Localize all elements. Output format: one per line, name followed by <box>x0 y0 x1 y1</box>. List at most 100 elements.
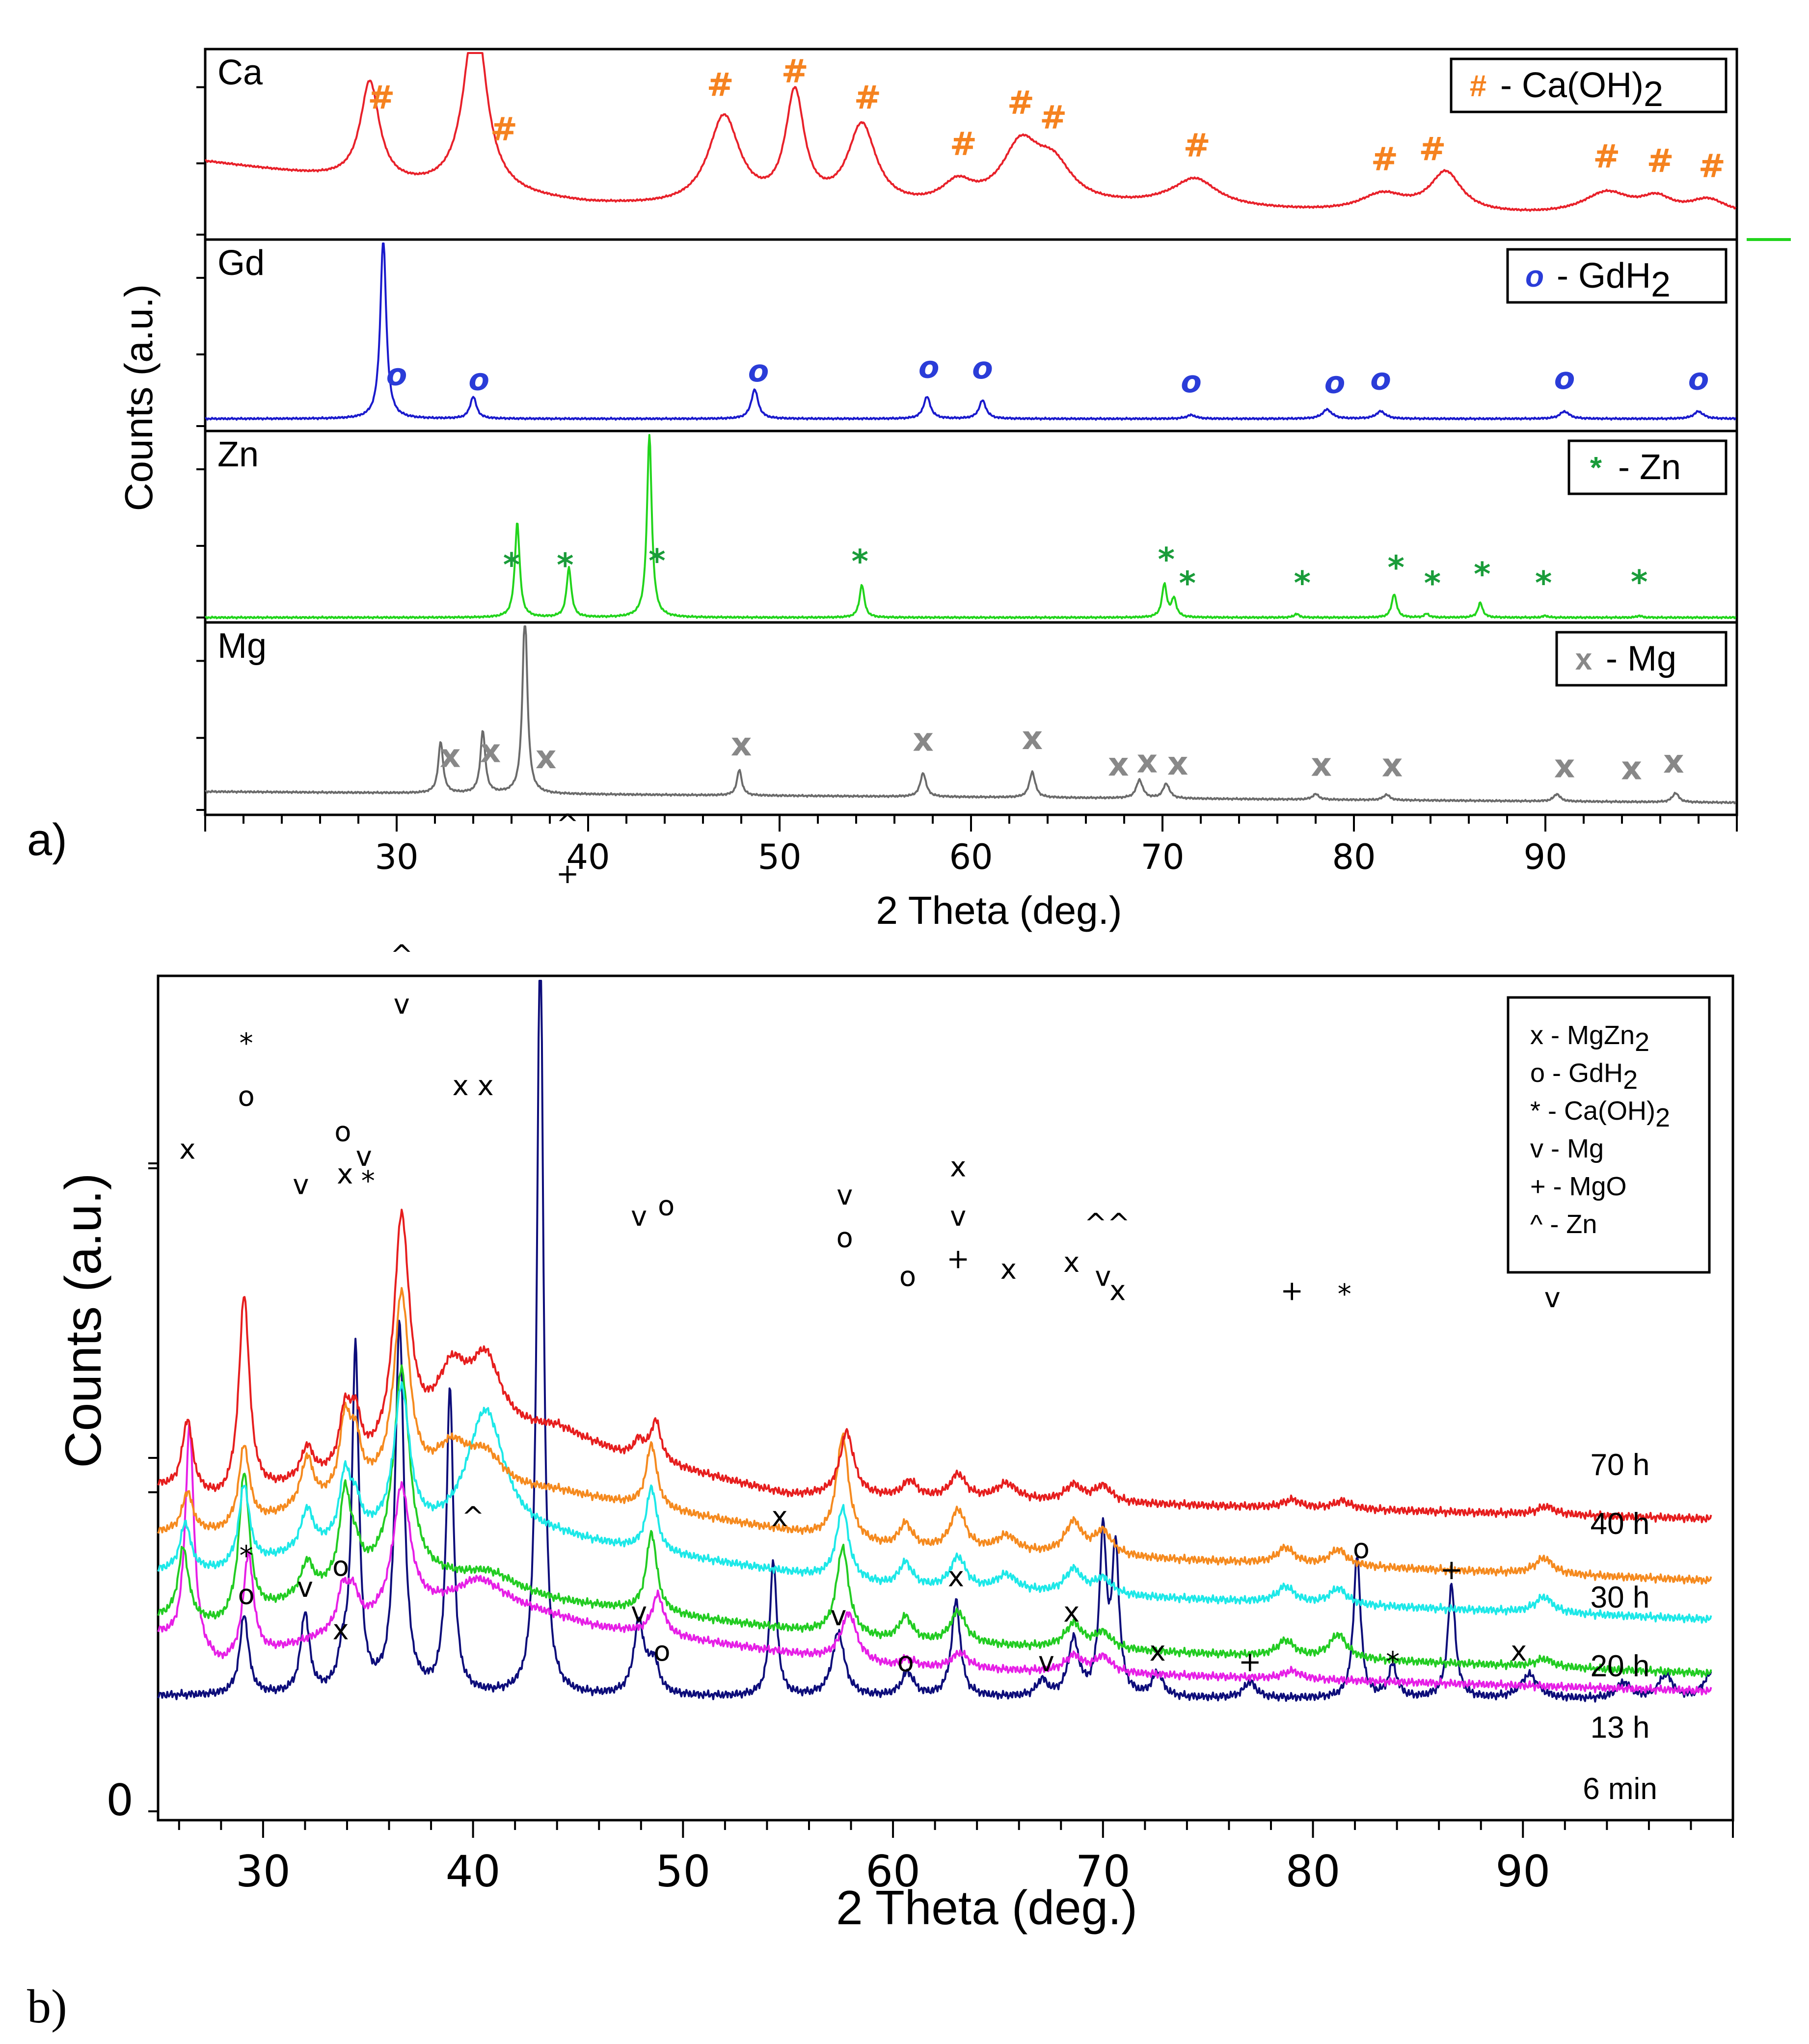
peak-annotation: x <box>1063 1247 1080 1279</box>
series-ca-label: Ca <box>217 53 263 92</box>
peak-annotation: o <box>899 1261 916 1293</box>
peak-marker-gd: o <box>1181 364 1202 400</box>
panel-a-xtick-label: 60 <box>949 837 993 877</box>
peak-marker-zn: * <box>1535 565 1552 602</box>
peak-marker-zn: * <box>648 542 666 580</box>
peak-annotation: x <box>1149 1636 1165 1667</box>
peak-marker-mg: x <box>1382 746 1403 784</box>
legend-box-gd <box>1506 248 1728 304</box>
peak-annotation: + <box>1440 1554 1463 1586</box>
peak-marker-mg: x <box>913 721 934 758</box>
peak-annotation: v <box>631 1597 647 1629</box>
panel-b-plot: 30 40 50 60 70 80 90 0 70 h 40 h 30 h 20 h 13 h 6 min… <box>106 808 1734 1897</box>
peak-marker-gd: o <box>1370 361 1391 397</box>
peak-marker-mg: x <box>1167 745 1188 782</box>
peak-marker-gd: o <box>1324 365 1346 401</box>
series-name-label: 13 h <box>1591 1711 1650 1745</box>
legend-text-mg: - Mg <box>1606 639 1676 678</box>
peak-annotation: o <box>837 1222 853 1254</box>
peak-marker-zn: * <box>557 546 574 584</box>
series-name-label: 20 h <box>1591 1649 1650 1683</box>
peak-annotation: ^ <box>390 939 413 971</box>
peak-marker-mg: x <box>480 732 501 770</box>
peak-annotation: o <box>658 1190 675 1222</box>
peak-annotation: v <box>631 1201 647 1233</box>
series-20-h-line <box>157 1364 1712 1678</box>
peak-marker-mg: x <box>1311 746 1332 784</box>
legend-text-zn: - Zn <box>1618 448 1681 487</box>
peak-annotation: ^ <box>556 808 579 840</box>
peak-marker-gd: o <box>918 350 940 385</box>
peak-marker-ca: # <box>782 53 809 90</box>
panel-a-ylabel: Counts (a.u.) <box>117 284 161 511</box>
legend-subscript: 2 <box>1623 1065 1638 1095</box>
peak-marker-zn: * <box>1294 565 1311 602</box>
peak-marker-zn: * <box>1179 565 1196 602</box>
panel-a-xtick-label: 50 <box>757 837 801 877</box>
series-30-h-line <box>157 1381 1712 1624</box>
series-zn-line <box>205 434 1736 620</box>
legend-subscript: 2 <box>1644 75 1663 114</box>
panel-b-xtick-label: 30 <box>236 1846 291 1897</box>
peak-annotation: x <box>1109 1275 1126 1307</box>
peak-marker-zn: * <box>1388 549 1405 587</box>
legend-box-mg <box>1555 631 1728 687</box>
peak-marker-gd: o <box>972 350 993 386</box>
peak-annotation: o <box>897 1646 914 1678</box>
peak-marker-ca: # <box>1007 84 1034 122</box>
peak-annotation: * <box>361 1165 375 1197</box>
peak-annotation: o <box>653 1636 670 1667</box>
peak-annotation: * <box>240 1540 253 1572</box>
peak-marker-zn: * <box>1424 565 1441 602</box>
peak-marker-ca: # <box>1371 140 1398 178</box>
peak-marker-ca: # <box>368 79 395 116</box>
legend-subscript: 2 <box>1635 1027 1649 1057</box>
peak-annotation: v <box>293 1169 309 1201</box>
series-6-min-line <box>157 980 1712 1703</box>
peak-annotation: x <box>1000 1254 1017 1286</box>
series-ca-line <box>205 52 1737 212</box>
panel-a-xtick-label: 70 <box>1140 837 1184 877</box>
peak-marker-mg: x <box>1022 719 1043 757</box>
peak-marker-gd: o <box>468 362 489 398</box>
peak-annotation: * <box>1386 1646 1400 1678</box>
peak-marker-ca: # <box>1184 127 1211 164</box>
panel-a-xtick-label: 40 <box>566 837 610 877</box>
peak-marker-zn: * <box>1474 555 1491 593</box>
peak-annotation: x <box>1063 1597 1080 1629</box>
series-70-h-line <box>157 1209 1712 1524</box>
series-13-h-line <box>157 1423 1712 1695</box>
peak-marker-gd: o <box>748 353 769 389</box>
peak-marker-ca: # <box>1699 147 1726 185</box>
series-gd-label: Gd <box>217 243 265 283</box>
peak-annotation: * <box>1338 1279 1351 1311</box>
peak-marker-ca: # <box>1593 138 1620 176</box>
panel-a: a) 2 Theta (deg.) Counts (a.u.) 30 40 50 60… <box>27 48 1791 932</box>
peak-annotation: * <box>240 1027 253 1059</box>
series-name-label: 40 h <box>1591 1507 1650 1541</box>
series-name-label: 70 h <box>1591 1448 1650 1482</box>
peak-annotation: x <box>337 1158 353 1190</box>
peak-annotation: v <box>297 1572 313 1604</box>
peak-marker-mg: x <box>536 738 557 776</box>
peak-marker-mg: x <box>1663 743 1684 780</box>
peak-marker-gd: o <box>1554 360 1575 396</box>
peak-annotation: ^^ <box>1084 1208 1130 1240</box>
peak-marker-mg: x <box>1137 743 1158 780</box>
peak-marker-mg: x <box>1108 746 1129 783</box>
peak-marker-ca: # <box>706 66 733 104</box>
peak-annotation: x <box>179 1133 195 1165</box>
panel-a-xtick-label: 80 <box>1332 837 1376 877</box>
series-gd-line <box>205 242 1736 421</box>
peak-annotation: o <box>334 1116 351 1148</box>
peak-marker-zn: * <box>503 546 520 584</box>
peak-marker-mg: x <box>731 726 752 763</box>
peak-marker-gd: o <box>386 357 407 393</box>
panel-a-label: a) <box>27 815 67 865</box>
panel-b-ytick-label: 0 <box>106 1775 134 1826</box>
peak-annotation: + <box>1239 1646 1262 1678</box>
peak-marker-ca: # <box>1647 142 1674 180</box>
peak-marker-ca: # <box>490 110 517 148</box>
panel-b-frame <box>157 974 1734 1822</box>
peak-marker-mg: x <box>440 737 461 775</box>
